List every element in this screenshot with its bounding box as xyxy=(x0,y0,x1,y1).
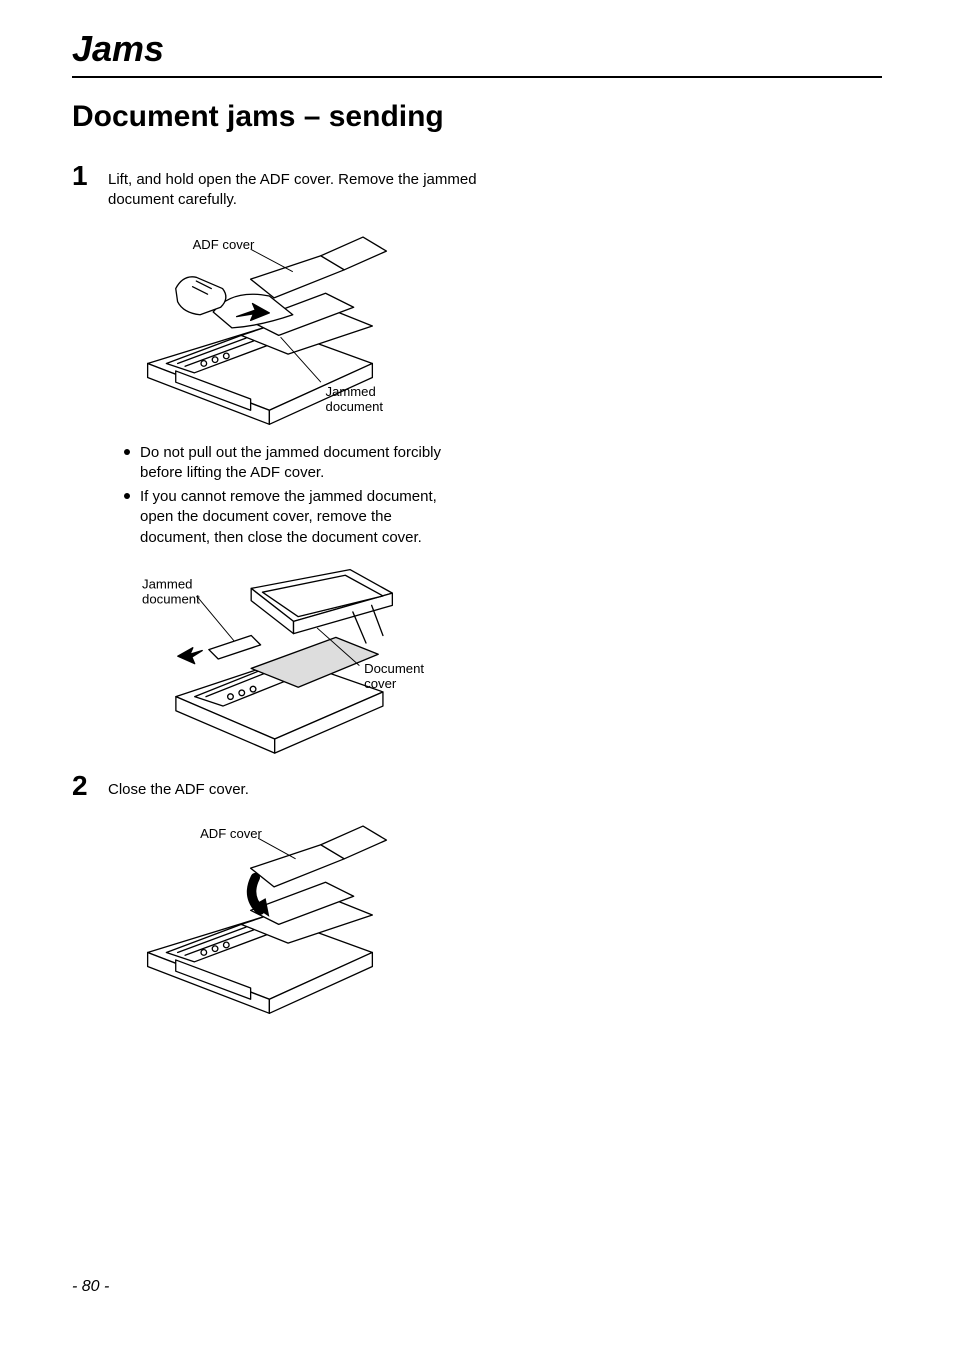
fig2-callout-doccover-1: Documentcover xyxy=(364,661,424,691)
step-2-body: Close the ADF cover. xyxy=(108,772,502,800)
figure-1: ADF cover Jammeddocument xyxy=(110,223,470,429)
step-1-bullets: Do not pull out the jammed document forc… xyxy=(124,443,464,548)
fig3-callout-adf-cover: ADF cover xyxy=(200,826,262,841)
figure-3-svg: ADF cover xyxy=(110,812,410,1018)
step-1-body: Lift, and hold open the ADF cover. Remov… xyxy=(108,162,502,211)
page-title: Jams xyxy=(72,28,882,78)
page-number: - 80 - xyxy=(72,1278,109,1296)
figure-2: Jammeddocument Documentcover xyxy=(110,560,470,758)
step-2-number: 2 xyxy=(72,772,108,800)
figure-1-svg: ADF cover Jammeddocument xyxy=(110,223,410,429)
step-1-bullet-1: Do not pull out the jammed document forc… xyxy=(124,443,464,484)
step-2-text: Close the ADF cover. xyxy=(108,780,502,800)
figure-2-svg: Jammeddocument Documentcover xyxy=(110,560,430,758)
step-2: 2 Close the ADF cover. xyxy=(72,772,502,800)
fig1-callout-adf-cover: ADF cover xyxy=(193,237,255,252)
section-title: Document jams – sending xyxy=(72,100,882,134)
fig1-callout-jammed-1: Jammeddocument xyxy=(326,384,384,414)
step-1-number: 1 xyxy=(72,162,108,190)
figure-3: ADF cover xyxy=(110,812,470,1018)
step-1: 1 Lift, and hold open the ADF cover. Rem… xyxy=(72,162,502,211)
fig2-callout-jammed-1: Jammeddocument xyxy=(142,576,200,606)
step-1-text: Lift, and hold open the ADF cover. Remov… xyxy=(108,170,502,211)
step-1-bullet-2: If you cannot remove the jammed document… xyxy=(124,487,464,548)
